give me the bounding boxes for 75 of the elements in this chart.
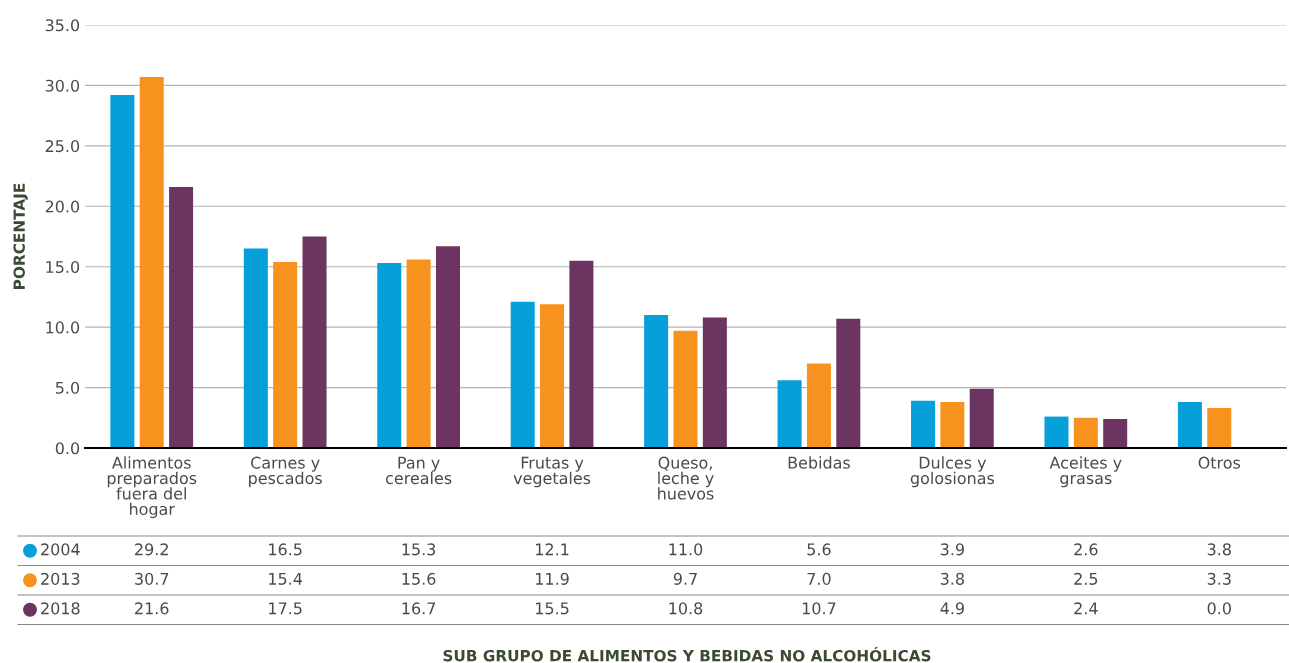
bar: [777, 380, 802, 448]
text: 21.6: [135, 602, 169, 615]
bar: [302, 236, 327, 448]
x-tick-label: Dulces y golosionas: [910, 456, 995, 488]
legend-label: 2004: [41, 543, 80, 556]
text: 16.5: [269, 543, 302, 556]
text: 11.0: [669, 543, 703, 556]
y-tick-label: 35.0: [45, 19, 80, 32]
text: 3.3: [1207, 572, 1231, 585]
text: 30.7: [135, 572, 169, 585]
text: 2.4: [1074, 602, 1098, 615]
bar: [644, 315, 669, 448]
text: 12.1: [536, 543, 569, 556]
text: 9.7: [673, 572, 697, 585]
y-tick-label: 25.0: [45, 140, 80, 153]
bar: [569, 260, 594, 448]
bar: [911, 400, 936, 448]
y-tick-label: 5.0: [55, 381, 80, 394]
legend-label: 2013: [41, 572, 80, 585]
bar: [435, 246, 460, 448]
text: 0.0: [1207, 602, 1231, 615]
text: 10.8: [669, 602, 703, 615]
text: 11.9: [536, 572, 569, 585]
y-axis-title: PORCENTAJE: [13, 183, 28, 289]
bar: [377, 263, 402, 448]
text: 2.6: [1074, 543, 1098, 556]
y-tick-label: 10.0: [46, 321, 80, 334]
x-tick-label: Frutas y vegetales: [513, 456, 591, 488]
text: 15.6: [402, 572, 436, 585]
bar: [702, 317, 727, 448]
text: 7.0: [807, 572, 831, 585]
text: 17.5: [269, 602, 302, 615]
x-tick-label: Aceites y grasas: [1049, 456, 1122, 488]
text: 3.9: [940, 543, 964, 556]
text: 15.4: [269, 573, 303, 585]
text: 3.8: [940, 572, 964, 585]
bar: [673, 330, 698, 448]
bar: [540, 304, 565, 448]
x-tick-label: Pan y cereales: [385, 456, 452, 485]
bar: [940, 402, 965, 448]
bar: [110, 95, 135, 448]
bar: [1044, 416, 1069, 448]
bar: [1103, 418, 1128, 448]
x-tick-label: Carnes y pescados: [249, 456, 322, 488]
text: 4.9: [940, 602, 964, 615]
bar: [243, 248, 268, 448]
text: 5.6: [807, 543, 831, 556]
text: 29.2: [135, 543, 168, 556]
y-tick-label: 30.0: [45, 79, 80, 92]
text: 2.5: [1074, 572, 1098, 585]
text: 15.5: [536, 602, 569, 615]
x-tick-label: Alimentos preparados fuera del hogar: [107, 456, 197, 519]
bar: [1207, 408, 1232, 448]
bar: [1073, 417, 1098, 448]
y-tick-label: 20.0: [45, 200, 80, 213]
bar: [139, 76, 164, 448]
bar: [836, 318, 861, 448]
y-tick-label: 15.0: [46, 260, 80, 274]
text: 3.8: [1207, 543, 1231, 556]
bar: [169, 186, 194, 448]
text: 15.3: [402, 543, 436, 556]
x-tick-label: Bebidas: [788, 456, 850, 469]
text: SUB GRUPO DE ALIMENTOS Y BEBIDAS NO ALCOHÓLICAS: [443, 647, 931, 662]
legend-label: 2018: [41, 602, 80, 615]
x-tick-label: Otros: [1198, 456, 1241, 469]
text: 10.7: [802, 602, 836, 615]
bar: [806, 363, 831, 448]
text: 16.7: [402, 602, 436, 615]
bar: [1177, 402, 1202, 448]
bar: [406, 259, 431, 448]
bar: [273, 261, 298, 448]
y-tick-label: 0.0: [55, 442, 80, 455]
x-tick-label: Queso, leche y huevos: [658, 456, 714, 500]
bar: [510, 301, 535, 448]
bar: [969, 388, 994, 448]
